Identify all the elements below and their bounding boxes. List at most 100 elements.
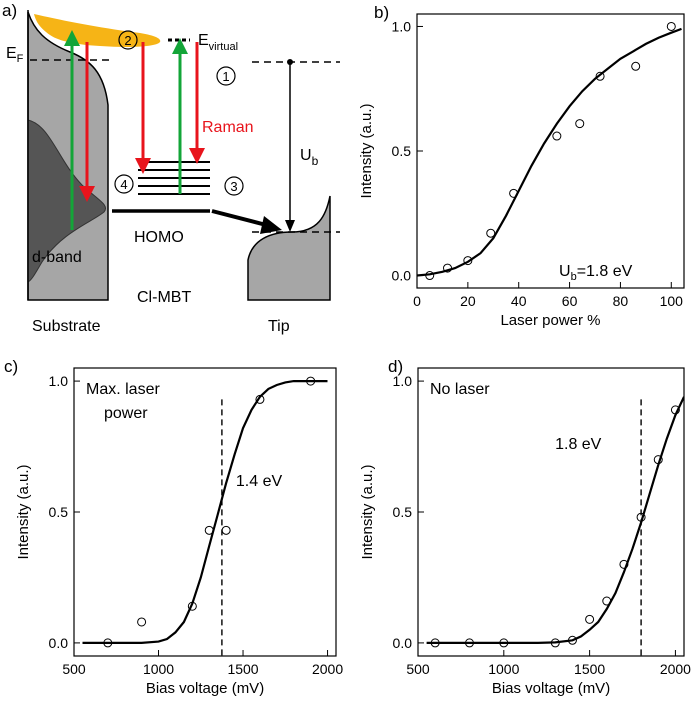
data-point	[670, 405, 680, 415]
transfer-arrow	[211, 209, 271, 228]
vibrational-levels	[138, 161, 210, 195]
panel-label: b)	[374, 3, 389, 22]
x-tick-label: 40	[511, 293, 527, 309]
data-point	[585, 614, 595, 624]
fit-curve	[426, 396, 684, 644]
condition-label-line2: power	[104, 405, 148, 422]
data-point	[187, 601, 197, 611]
condition-label: No laser	[430, 381, 490, 398]
energy-level-schematic: a) EF d-band Evirtual HOMO Cl-MBT	[2, 1, 340, 335]
svg-text:1: 1	[222, 69, 229, 84]
homo-label: HOMO	[134, 229, 184, 246]
x-tick-label: 100	[660, 293, 684, 309]
panel-label: d)	[388, 357, 403, 376]
data-point	[550, 638, 560, 648]
threshold-label: 1.4 eV	[236, 473, 283, 490]
d-band-label: d-band	[32, 249, 82, 266]
svg-text:4: 4	[120, 177, 127, 192]
raman-arrowhead-1	[135, 158, 151, 174]
d-band-shape	[28, 120, 106, 282]
y-axis-title: Intensity (a.u.)	[358, 103, 375, 198]
d-band-outline	[27, 119, 106, 283]
data-point	[486, 228, 496, 238]
chart-panel-d: d) 500 1000 1500 2000 0.0 0.5 1.0 Bias voltage (…	[359, 357, 691, 697]
y-tick-label: 0.0	[392, 268, 412, 284]
data-point	[509, 188, 519, 198]
x-tick-label: 1000	[143, 661, 174, 677]
y-tick-label: 0.0	[393, 635, 413, 651]
x-tick-label: 2000	[660, 661, 691, 677]
x-tick-label: 80	[613, 293, 629, 309]
data-point	[204, 525, 214, 535]
y-axis-title: Intensity (a.u.)	[15, 464, 32, 559]
y-tick-label: 0.5	[393, 504, 413, 520]
y-tick-label: 1.0	[392, 18, 412, 34]
data-point	[103, 638, 113, 648]
molecule-label: Cl-MBT	[137, 289, 191, 306]
raman-arrowhead-2	[189, 148, 205, 164]
data-point	[443, 263, 453, 273]
step-marker-3: 3	[224, 176, 244, 196]
absorption-arrowhead-molecule	[172, 38, 188, 54]
y-tick-label: 0.0	[49, 635, 69, 651]
data-point	[595, 71, 605, 81]
y-tick-label: 1.0	[49, 373, 69, 389]
ub-label: Ub	[300, 147, 319, 168]
y-tick-label: 0.5	[49, 504, 69, 520]
data-point	[499, 638, 509, 648]
transfer-arrowhead	[260, 216, 282, 234]
data-point	[464, 638, 474, 648]
x-tick-label: 60	[562, 293, 578, 309]
x-tick-label: 1500	[227, 661, 258, 677]
step-marker-1: 1	[216, 66, 236, 86]
data-point	[425, 271, 435, 281]
x-tick-label: 20	[460, 293, 476, 309]
data-point	[653, 455, 663, 465]
ef-label: EF	[6, 45, 24, 65]
x-tick-label: 2000	[312, 661, 343, 677]
data-point	[619, 559, 629, 569]
ub-annotation: Ub=1.8 eV	[559, 263, 633, 283]
chart-panel-c: c) 500 1000 1500 2000 0.0 0.5 1.0 Bias voltage (…	[4, 357, 343, 697]
x-tick-label: 1500	[574, 661, 605, 677]
step-marker-4: 4	[114, 174, 134, 194]
data-point	[567, 635, 577, 645]
fit-curve	[82, 380, 328, 644]
x-tick-label: 500	[62, 661, 86, 677]
ub-arrowhead	[285, 220, 295, 232]
data-point	[255, 394, 265, 404]
y-tick-label: 1.0	[393, 373, 413, 389]
y-axis-title: Intensity (a.u.)	[359, 464, 376, 559]
hot-electron-distribution	[34, 14, 161, 47]
fit-curve	[417, 27, 682, 277]
x-axis-title: Bias voltage (mV)	[146, 680, 264, 697]
x-tick-label: 0	[413, 293, 421, 309]
y-tick-label: 0.5	[392, 143, 412, 159]
data-point	[306, 376, 316, 386]
tip-label: Tip	[268, 318, 290, 335]
step-marker-2: 2	[118, 30, 138, 50]
emission-arrowhead-substrate	[79, 186, 95, 202]
panel-label-a: a)	[2, 1, 17, 20]
x-axis-title: Laser power %	[500, 312, 600, 329]
data-point	[602, 596, 612, 606]
raman-label: Raman	[202, 119, 254, 136]
absorption-arrowhead-substrate	[64, 30, 80, 46]
data-point	[463, 256, 473, 266]
data-point	[631, 61, 641, 71]
x-tick-label: 1000	[488, 661, 519, 677]
plot-frame	[416, 13, 685, 289]
data-point	[137, 617, 147, 627]
threshold-label: 1.8 eV	[555, 436, 602, 453]
data-point	[575, 119, 585, 129]
x-tick-label: 500	[406, 661, 430, 677]
evirtual-label: Evirtual	[198, 32, 238, 53]
data-point	[430, 638, 440, 648]
condition-label-line1: Max. laser	[86, 381, 160, 398]
substrate-label: Substrate	[32, 318, 101, 335]
chart-panel-b: b) 0 20 40 60 80 100 0.0 0.5 1.0 Laser power % Inte…	[358, 3, 685, 329]
data-point	[666, 21, 676, 31]
data-point	[552, 131, 562, 141]
data-point	[636, 512, 646, 522]
